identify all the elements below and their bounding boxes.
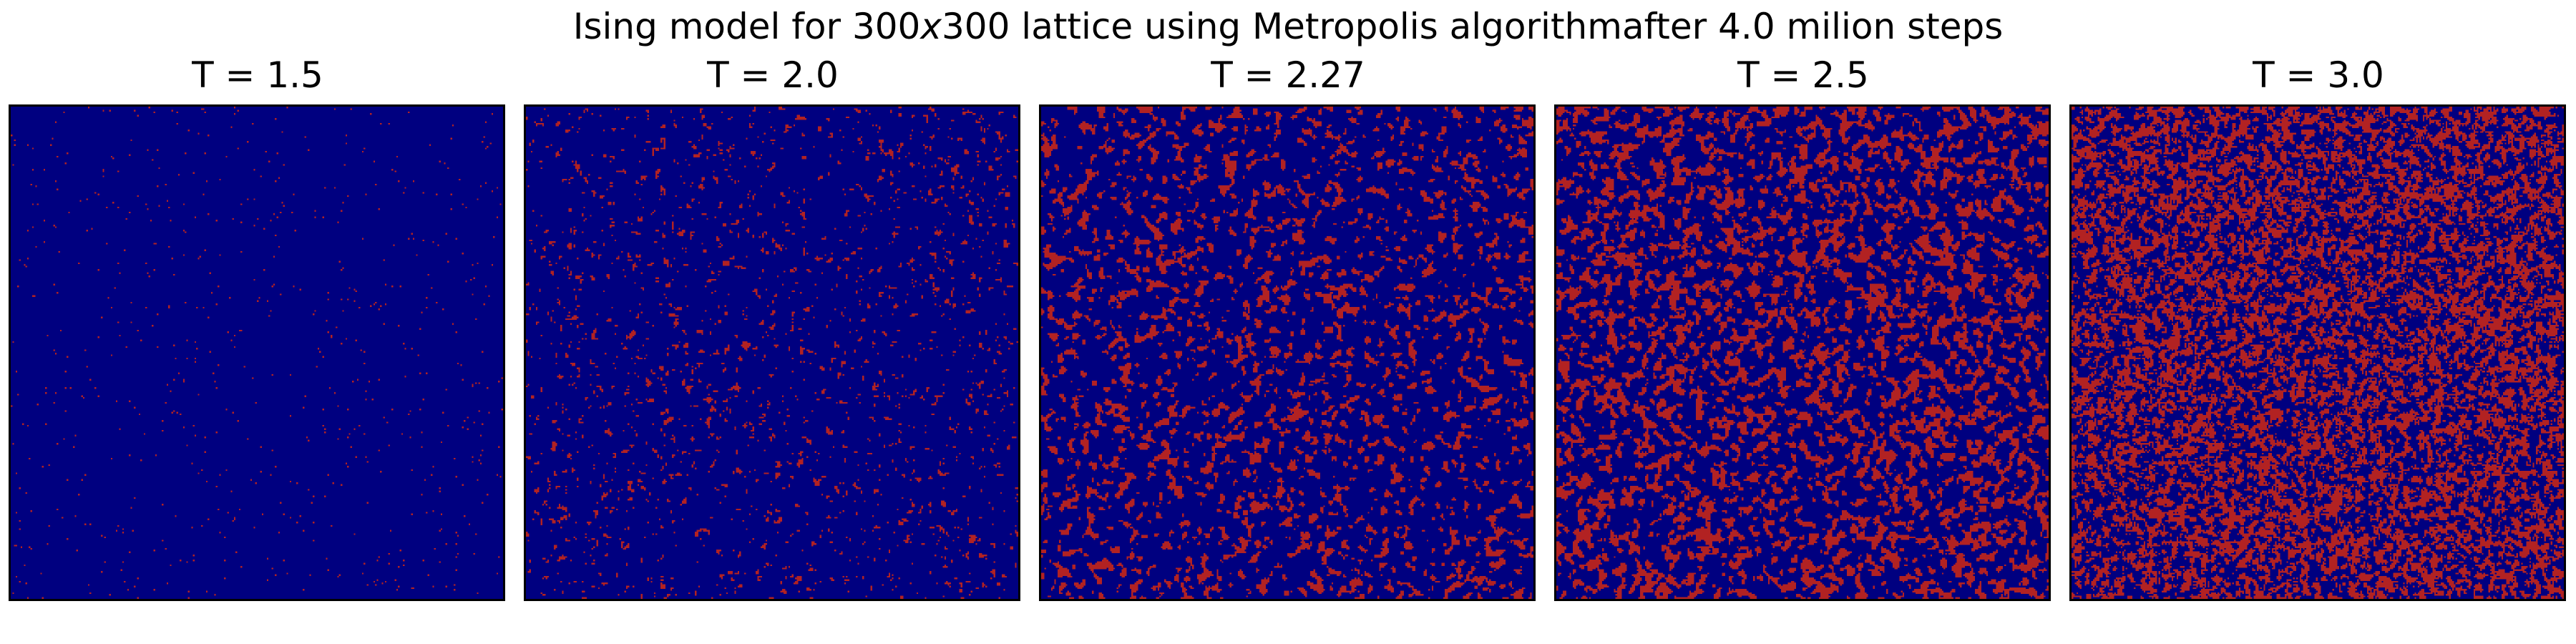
lattice-panel-t2 bbox=[524, 104, 1020, 601]
panel-title-t5: T = 3.0 bbox=[2253, 54, 2384, 96]
panel-title-t4: T = 2.5 bbox=[1737, 54, 1869, 96]
panel-title-t3: T = 2.27 bbox=[1211, 54, 1365, 96]
lattice-panel-t1 bbox=[9, 104, 505, 601]
lattice-panel-t5 bbox=[2069, 104, 2566, 601]
spin-lattice-t1 bbox=[11, 107, 503, 599]
lattice-panel-t4 bbox=[1554, 104, 2051, 601]
panel-title-t1: T = 1.5 bbox=[192, 54, 323, 96]
figure-title-x: x bbox=[920, 6, 942, 47]
figure-title-rest: 300 lattice using Metropolis algorithmaf… bbox=[941, 6, 2004, 47]
lattice-panel-t3 bbox=[1039, 104, 1536, 601]
panel-title-t2: T = 2.0 bbox=[707, 54, 839, 96]
spin-lattice-t4 bbox=[1556, 107, 2049, 599]
figure-title: Ising model for 300x300 lattice using Me… bbox=[0, 3, 2576, 50]
figure-title-main: Ising model for 300 bbox=[572, 6, 921, 47]
spin-lattice-t3 bbox=[1041, 107, 1533, 599]
spin-lattice-t2 bbox=[526, 107, 1018, 599]
spin-lattice-t5 bbox=[2072, 107, 2564, 599]
